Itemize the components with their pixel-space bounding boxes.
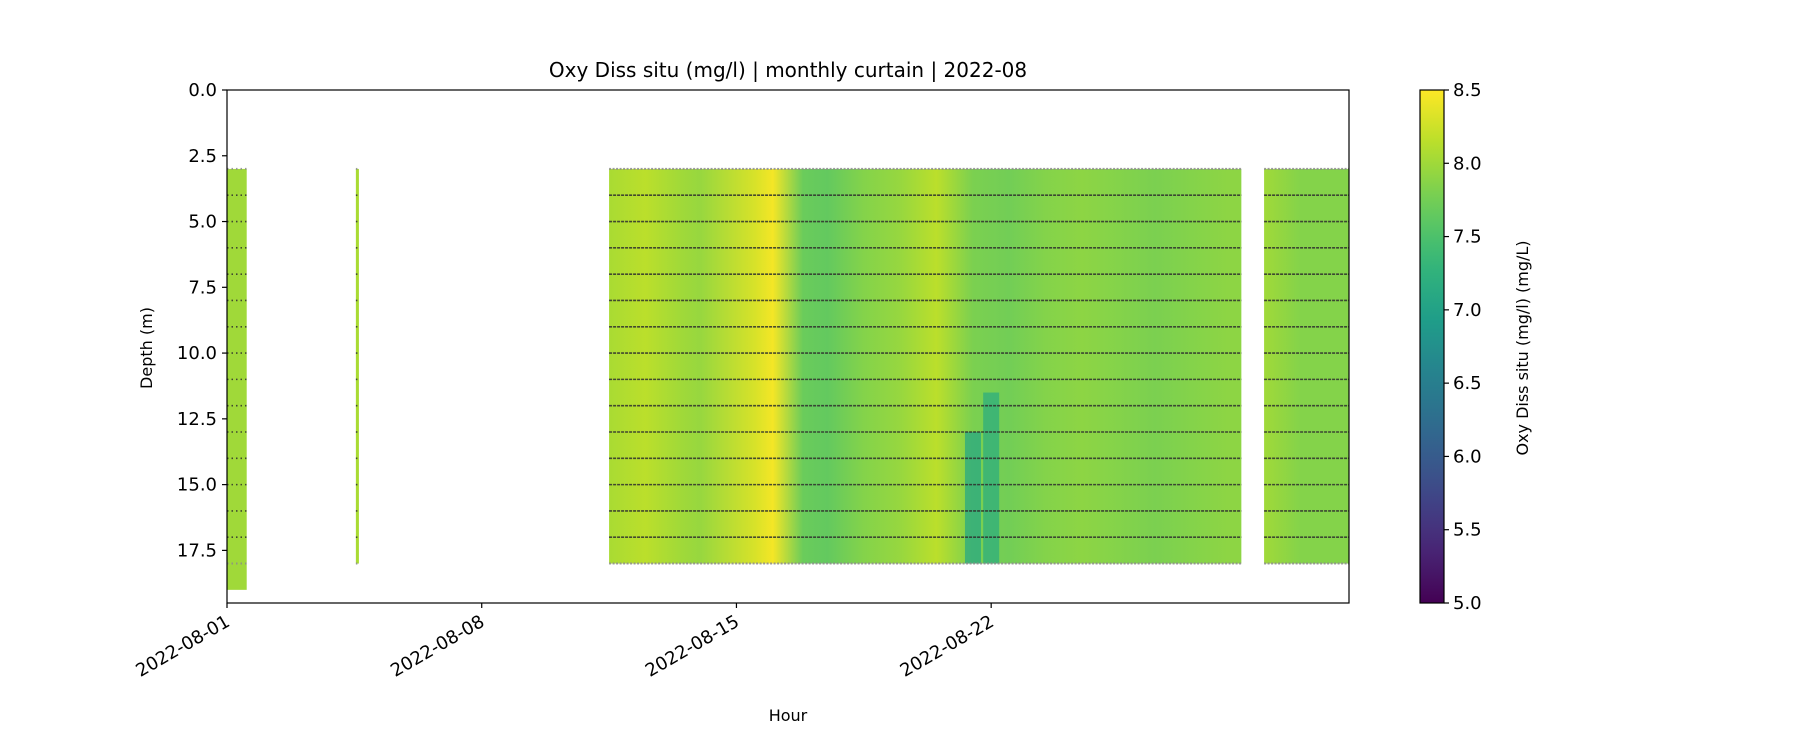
plot-area [227,167,1349,590]
y-tick-label: 17.5 [177,540,217,561]
colorbar-tick-label: 5.5 [1453,520,1482,541]
data-block-3 [609,168,1242,564]
y-axis-label: Depth (m) [137,307,156,389]
colorbar-tick-label: 7.0 [1453,300,1482,321]
colorbar-tick-label: 6.5 [1453,373,1482,394]
y-tick-label: 2.5 [188,146,217,167]
colorbar-tick-label: 8.5 [1453,80,1482,101]
y-tick-label: 7.5 [188,277,217,298]
y-tick-label: 0.0 [188,80,217,101]
low-oxygen-feature-2 [983,392,1000,564]
data-block-2 [355,168,359,564]
colorbar-tick-label: 6.0 [1453,446,1482,467]
low-oxygen-feature-1 [964,432,981,564]
colorbar-label: Oxy Diss situ (mg/l) (mg/L) [1513,240,1532,455]
plot-frame [226,89,1350,604]
x-tick-label: 2022-08-08 [387,611,488,681]
x-axis-label: Hour [769,706,808,725]
y-tick-label: 15.0 [177,475,217,496]
colorbar-tick-label: 7.5 [1453,227,1482,248]
y-tick-label: 10.0 [177,343,217,364]
x-tick-label: 2022-08-22 [897,611,998,681]
colorbar-tick-label: 8.0 [1453,153,1482,174]
x-tick-label: 2022-08-01 [132,611,233,681]
chart-title: Oxy Diss situ (mg/l) | monthly curtain |… [549,58,1027,82]
y-tick-label: 5.0 [188,212,217,233]
colorbar-gradient [1419,89,1445,604]
x-tick-label: 2022-08-15 [642,611,743,681]
data-block-4 [1264,168,1349,564]
colorbar: 5.0 5.5 6.0 6.5 7.0 7.5 8.0 8.5 [1419,80,1482,614]
y-tick-label: 12.5 [177,409,217,430]
colorbar-tick-label: 5.0 [1453,593,1482,614]
